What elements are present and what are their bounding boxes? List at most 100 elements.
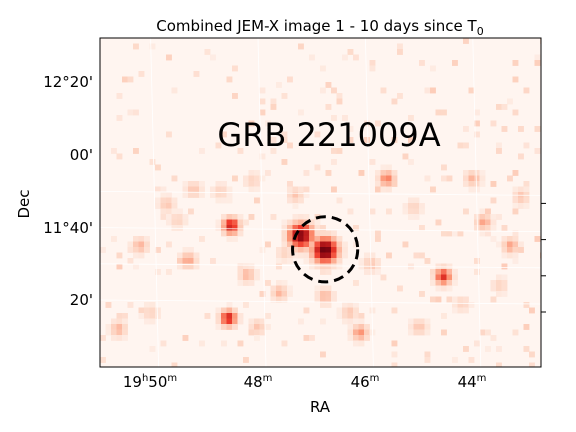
heatmap-pixel [331, 241, 337, 248]
heatmap-pixel [419, 252, 425, 259]
heatmap-pixel [413, 208, 420, 215]
heatmap-pixel [292, 225, 299, 231]
heatmap-pixel [408, 137, 414, 143]
heatmap-pixel [281, 159, 288, 165]
heatmap-pixel [446, 230, 453, 237]
heatmap-pixel [116, 329, 123, 336]
heatmap-pixel [309, 241, 315, 248]
heatmap-pixel [177, 258, 183, 264]
heatmap-pixel [270, 291, 277, 297]
y-tick-label: 00' [70, 146, 93, 164]
heatmap-pixel [413, 329, 420, 336]
heatmap-pixel [452, 307, 458, 314]
heatmap-pixel [138, 241, 145, 248]
heatmap-pixel [391, 137, 398, 143]
heatmap-pixel [479, 208, 486, 215]
heatmap-pixel [248, 269, 255, 275]
heatmap-pixel [199, 186, 205, 193]
heatmap-pixel [496, 241, 502, 248]
heatmap-pixel [182, 192, 189, 198]
heatmap-pixel [441, 269, 447, 275]
heatmap-pixel [408, 324, 414, 330]
heatmap-pixel [413, 214, 420, 220]
heatmap-pixel [518, 241, 524, 248]
heatmap-pixel [496, 280, 502, 286]
heatmap-pixel [408, 208, 414, 215]
heatmap-pixel [149, 159, 156, 165]
heatmap-pixel [331, 186, 337, 193]
heatmap-pixel [309, 247, 315, 253]
heatmap-pixel [122, 335, 128, 341]
heatmap-pixel [193, 192, 200, 198]
heatmap-pixel [457, 230, 464, 237]
heatmap-pixel [144, 302, 150, 308]
heatmap-pixel [490, 335, 497, 341]
heatmap-pixel [243, 302, 249, 308]
heatmap-pixel [523, 346, 530, 352]
heatmap-pixel [254, 175, 260, 182]
heatmap-pixel [188, 252, 194, 259]
heatmap-pixel [149, 346, 156, 352]
y-tick-label: 12°20' [43, 73, 93, 91]
heatmap-pixel [138, 247, 145, 253]
heatmap-pixel [155, 197, 161, 204]
heatmap-pixel [309, 335, 315, 341]
heatmap-pixel [248, 274, 255, 281]
heatmap-pixel [490, 285, 497, 292]
heatmap-pixel [446, 296, 453, 303]
heatmap-pixel [133, 148, 139, 154]
y-tick-labels: 12°20' 00' 11°40' 20' [43, 73, 93, 309]
heatmap-pixel [474, 120, 480, 127]
heatmap-pixel [160, 192, 167, 198]
heatmap-pixel [408, 203, 414, 209]
heatmap-pixel [276, 82, 282, 88]
heatmap-pixel [248, 214, 255, 220]
heatmap-pixel [100, 357, 106, 363]
heatmap-pixel [248, 120, 255, 127]
heatmap-pixel [287, 285, 293, 292]
heatmap-pixel [298, 197, 304, 204]
heatmap-pixel [402, 241, 409, 248]
heatmap-pixel [353, 340, 359, 347]
heatmap-pixel [259, 324, 266, 330]
heatmap-pixel [281, 219, 288, 226]
heatmap-pixel [419, 324, 425, 330]
heatmap-pixel [325, 258, 332, 264]
heatmap-pixel [149, 302, 156, 308]
heatmap-pixel [281, 291, 288, 297]
heatmap-pixel [507, 247, 513, 253]
heatmap-pixel [166, 197, 172, 204]
heatmap-pixel [331, 236, 337, 242]
heatmap-pixel [155, 203, 161, 209]
heatmap-pixel [336, 307, 343, 314]
heatmap-pixel [523, 87, 530, 94]
heatmap-pixel [144, 236, 150, 242]
y-tick-label: 20' [70, 291, 93, 309]
heatmap-pixel [479, 181, 486, 187]
heatmap-pixel [254, 274, 260, 281]
heatmap-pixel [177, 252, 183, 259]
heatmap-pixel [166, 208, 172, 215]
heatmap-pixel [446, 175, 453, 182]
heatmap-pixel [518, 203, 524, 209]
heatmap-pixel [463, 346, 469, 352]
heatmap-pixel [496, 291, 502, 297]
dec-grid-line [100, 299, 541, 305]
heatmap-pixel [501, 126, 508, 132]
heatmap-pixel [523, 302, 530, 308]
heatmap-pixel [144, 247, 150, 253]
heatmap-pixel [199, 148, 205, 154]
heatmap-pixel [325, 269, 332, 275]
heatmap-pixel [441, 164, 447, 171]
heatmap-pixel [435, 296, 442, 303]
heatmap-pixel [281, 247, 288, 253]
heatmap-pixel [369, 307, 376, 314]
heatmap-pixel [347, 329, 354, 336]
heatmap-pixel [452, 302, 458, 308]
heatmap-pixel [226, 313, 233, 319]
heatmap-pixel [270, 104, 277, 110]
heatmap-pixel [358, 313, 365, 319]
heatmap-pixel [320, 302, 326, 308]
heatmap-pixel [226, 76, 233, 83]
coordinate-grid [100, 38, 541, 367]
